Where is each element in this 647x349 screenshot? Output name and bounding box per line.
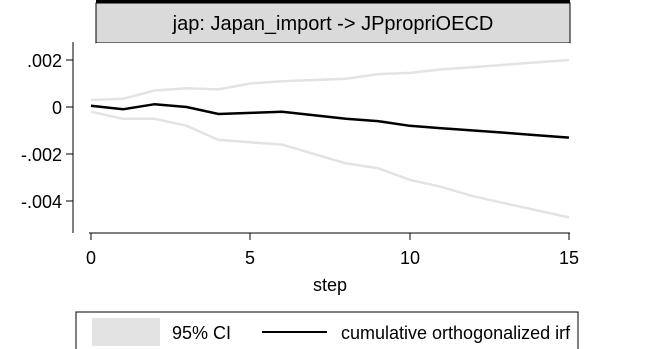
x-tick-label: 15: [559, 248, 579, 268]
y-tick-label: .002: [27, 51, 62, 71]
plot-area: [96, 43, 570, 232]
y-tick-label: 0: [52, 98, 62, 118]
x-tick-label: 10: [400, 248, 420, 268]
legend-irf-label: cumulative orthogonalized irf: [341, 323, 571, 343]
x-axis-title: step: [313, 275, 347, 295]
ci-upper-line: [90, 58, 570, 102]
panel-title: jap: Japan_import -> JPpropriOECD: [172, 13, 494, 35]
ci-lower-line: [90, 110, 570, 219]
y-tick-label: -.004: [21, 192, 62, 212]
legend-ci-label: 95% CI: [172, 323, 231, 343]
x-tick-label: 5: [245, 248, 255, 268]
irf-series-line: [90, 102, 570, 139]
legend-frame: [75, 311, 579, 349]
figure-title-bar-remnant: [96, 0, 570, 3]
legend-ci-swatch: [92, 318, 160, 346]
x-tick-label: 0: [86, 248, 96, 268]
y-tick-label: -.002: [21, 145, 62, 165]
